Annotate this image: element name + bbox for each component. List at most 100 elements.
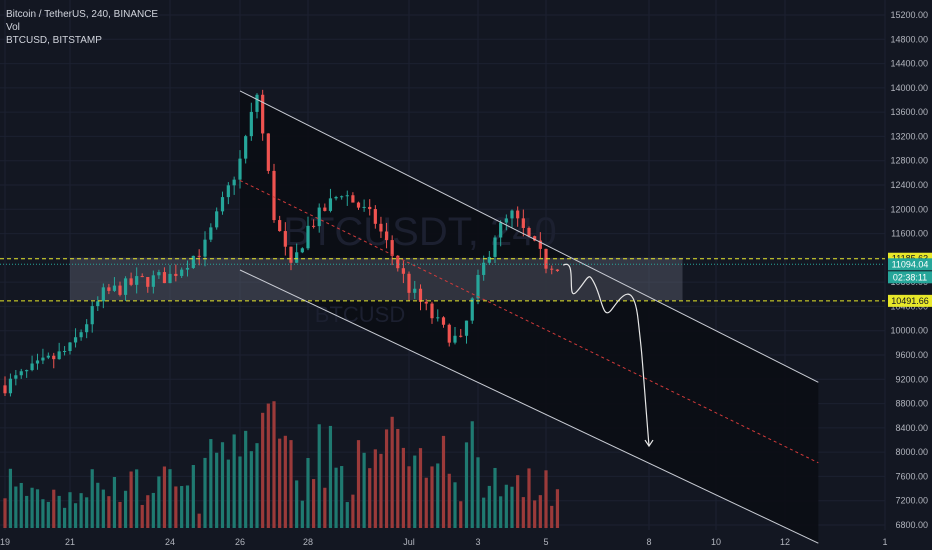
candle-body: [30, 363, 34, 371]
candle-body: [174, 273, 178, 276]
zone-rect: [70, 257, 683, 301]
price-tick-label: 13600.00: [890, 107, 928, 117]
projection-arrowhead: [644, 439, 654, 448]
candle-body: [266, 133, 270, 171]
candle-body: [215, 211, 219, 228]
volume-bar: [255, 443, 259, 528]
volume-bar: [510, 486, 514, 528]
candle-body: [255, 94, 259, 112]
volume-bar: [362, 452, 366, 528]
candle-body: [356, 202, 361, 208]
volume-bar: [112, 476, 117, 528]
volume-bar: [174, 486, 178, 528]
volume-bar: [278, 438, 282, 528]
channel-area: [240, 90, 819, 544]
volume-bar: [85, 497, 89, 528]
volume-bar: [90, 469, 94, 528]
volume-bar: [185, 485, 190, 528]
candle-body: [510, 210, 514, 219]
price-tick-label: 8400.00: [895, 423, 928, 433]
candles: [3, 89, 560, 397]
candle-body: [157, 272, 161, 276]
volume-bar: [345, 502, 349, 528]
time-tick-label: 10: [711, 537, 721, 547]
candle-body: [521, 218, 525, 228]
candle-body: [447, 324, 451, 343]
candle-body: [129, 278, 133, 285]
lower-level-tag: 10491.66: [888, 294, 932, 307]
volume-bar: [25, 495, 29, 528]
volume-bar: [464, 442, 469, 528]
price-tick-label: 8000.00: [895, 447, 928, 457]
volume-bar: [453, 482, 457, 528]
volume-bar: [430, 466, 434, 528]
compare-symbol-label[interactable]: BTCUSD, BITSTAMP: [6, 35, 102, 46]
time-tick-label: Jul: [403, 537, 415, 547]
candle-body: [499, 222, 503, 238]
price-tick-label: 12800.00: [890, 156, 928, 166]
volume-bar: [157, 476, 161, 528]
volume-bar: [328, 425, 333, 528]
volume-bar: [62, 507, 67, 528]
volume-bar: [373, 449, 377, 528]
candle-body: [538, 240, 542, 249]
time-tick-label: 28: [303, 537, 313, 547]
volume-bar: [57, 495, 61, 528]
volume-bar: [30, 487, 34, 528]
candle-body: [317, 207, 321, 227]
channel-mid-line: [239, 179, 819, 464]
support-resistance-zone[interactable]: [70, 257, 683, 301]
volume-bar: [527, 468, 531, 528]
symbol-title[interactable]: Bitcoin / TetherUS, 240, BINANCE: [6, 9, 159, 20]
volume-bar: [135, 469, 139, 528]
candle-body: [493, 237, 497, 257]
volume-bar: [487, 485, 491, 528]
price-tick-label: 12400.00: [890, 180, 928, 190]
lower-level-label: 10491.66: [891, 296, 929, 306]
volume-bar: [544, 470, 548, 528]
volume-bar: [3, 498, 7, 528]
drawing-overlays[interactable]: [0, 90, 885, 544]
candle-body: [283, 231, 287, 247]
candle-body: [441, 317, 446, 325]
countdown-label: 02:38:11: [893, 272, 927, 282]
time-tick-label: 19: [0, 537, 10, 547]
time-tick-label: 21: [65, 537, 75, 547]
candle-body: [334, 197, 338, 199]
candle-body: [238, 158, 242, 180]
price-tags: 11185.63 11094.04 02:38:11 10491.66: [888, 252, 932, 307]
projection-path: [562, 263, 650, 447]
candle-body: [312, 225, 316, 227]
volume-bar: [300, 500, 304, 528]
volume-bar: [68, 492, 72, 528]
volume-bar: [289, 440, 293, 528]
candle-body: [300, 248, 304, 253]
candle-body: [249, 111, 253, 137]
volume-bar: [46, 501, 50, 528]
price-tick-label: 14000.00: [890, 83, 928, 93]
volume-bar: [418, 448, 423, 528]
volume-bar: [447, 473, 451, 528]
volume-bars: [3, 401, 560, 528]
time-axis[interactable]: 19 21 24 26 28 Jul 3 5 8 10 12 1: [0, 537, 888, 547]
volume-bar: [209, 439, 213, 528]
candle-body: [413, 288, 417, 293]
candle-body: [191, 255, 195, 268]
candle-body: [226, 185, 230, 198]
volume-bar: [441, 435, 446, 528]
volume-bar: [203, 457, 207, 528]
volume-bar: [118, 501, 122, 528]
candle-body: [62, 351, 67, 353]
volume-bar: [215, 452, 219, 528]
candle-body: [162, 272, 167, 284]
candle-body: [3, 385, 7, 394]
volume-bar: [226, 459, 230, 528]
volume-bar: [555, 489, 560, 528]
volume-bar: [146, 495, 150, 528]
candle-body: [379, 223, 383, 232]
volume-bar: [379, 453, 383, 528]
candle-body: [112, 285, 117, 291]
volume-indicator-label[interactable]: Vol: [6, 22, 20, 33]
candle-body: [41, 357, 45, 361]
